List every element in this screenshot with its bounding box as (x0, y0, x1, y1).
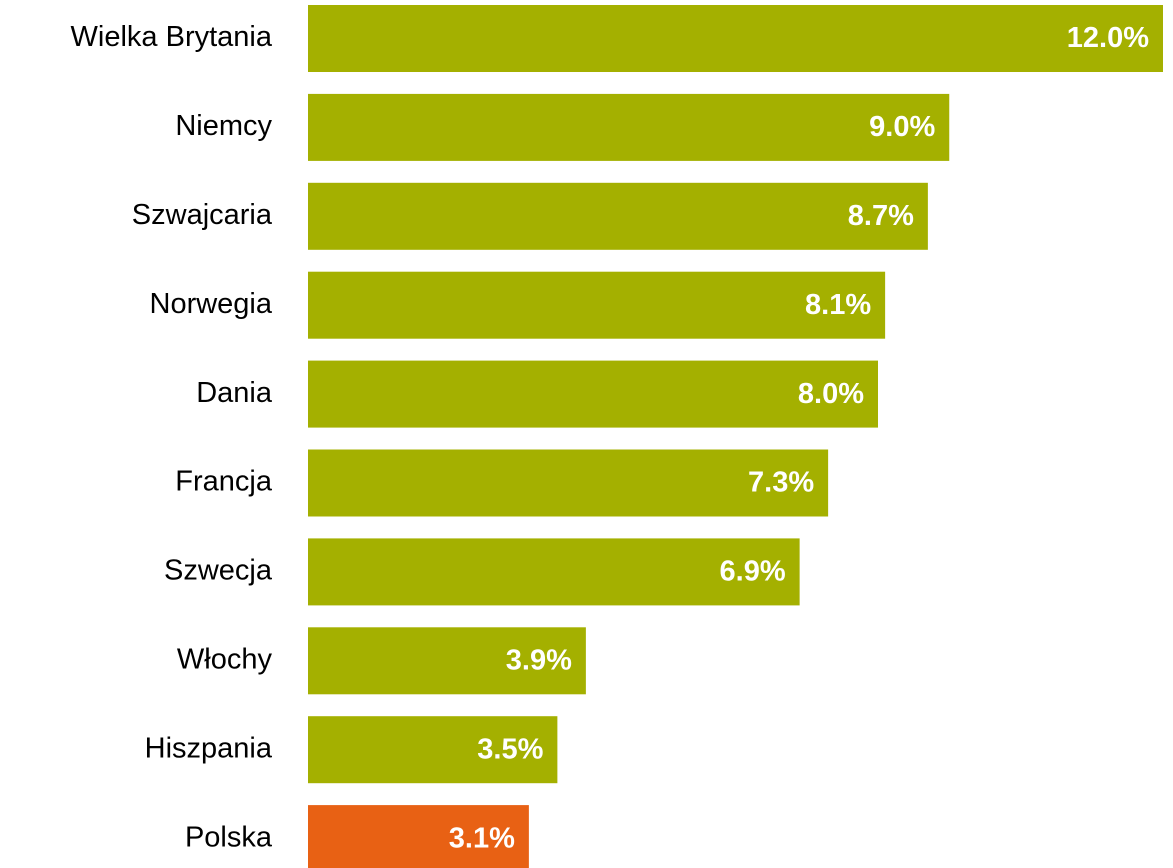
value-label: 3.1% (449, 822, 515, 854)
value-label: 8.7% (848, 200, 914, 232)
value-label: 3.9% (506, 644, 572, 676)
category-label: Norwegia (150, 288, 273, 320)
bar (308, 360, 878, 428)
bar (308, 716, 558, 784)
bar (308, 182, 928, 250)
value-label: 12.0% (1067, 22, 1149, 54)
value-label: 3.5% (477, 733, 543, 765)
category-label: Hiszpania (145, 732, 273, 764)
category-label: Szwecja (164, 555, 273, 587)
value-label: 8.1% (805, 289, 871, 321)
category-label: Francja (175, 466, 273, 498)
category-label: Niemcy (175, 110, 272, 142)
bar (308, 5, 1163, 72)
value-label: 6.9% (720, 556, 786, 588)
value-label: 9.0% (869, 111, 935, 143)
category-label: Wielka Brytania (71, 21, 273, 53)
category-label: Szwajcaria (132, 199, 273, 231)
bar (308, 627, 586, 695)
bar (308, 271, 886, 339)
value-label: 8.0% (798, 378, 864, 410)
bar (308, 538, 800, 606)
category-label: Włochy (177, 643, 273, 675)
value-label: 7.3% (748, 467, 814, 499)
category-label: Dania (196, 377, 273, 409)
bar (308, 449, 829, 517)
category-label: Polska (185, 821, 273, 853)
bar (308, 93, 950, 161)
bar (308, 805, 529, 868)
